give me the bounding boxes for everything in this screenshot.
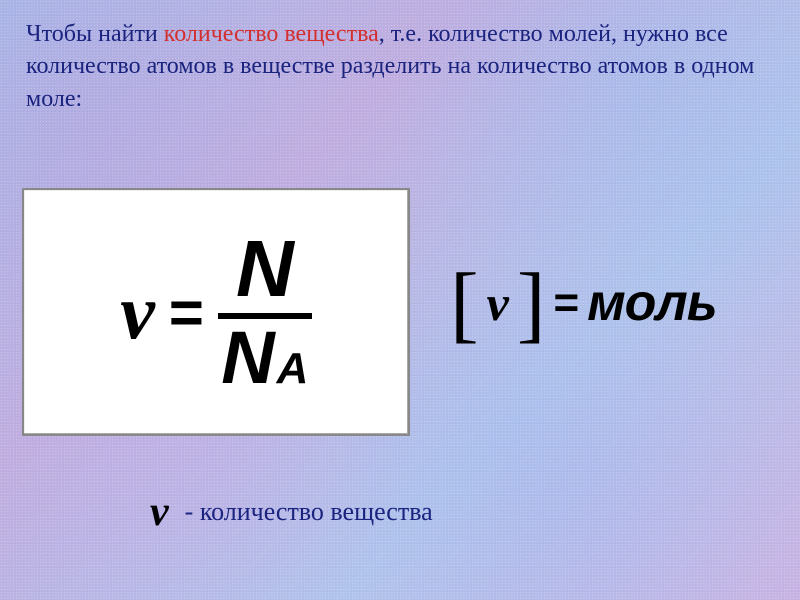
- left-bracket: [: [450, 260, 479, 346]
- caption-text: - количество вещества: [185, 497, 433, 527]
- formula-box: ν = N NA: [22, 188, 410, 436]
- intro-paragraph: Чтобы найти количество вещества, т.е. ко…: [26, 18, 780, 115]
- nu-in-bracket: ν: [487, 274, 509, 332]
- nu-symbol: ν: [120, 267, 155, 357]
- unit-value: моль: [587, 273, 716, 333]
- intro-text-1: Чтобы найти: [26, 21, 164, 47]
- caption-symbol: ν: [150, 488, 169, 536]
- numerator: N: [218, 229, 312, 313]
- equals-sign: =: [169, 278, 204, 347]
- denominator: NA: [221, 319, 308, 395]
- slide-content: Чтобы найти количество вещества, т.е. ко…: [0, 0, 800, 600]
- denom-base: N: [221, 321, 274, 395]
- main-equation: ν = N NA: [120, 229, 311, 395]
- denom-subscript: A: [277, 347, 309, 395]
- unit-equation: [ ν ] = моль: [450, 260, 717, 346]
- fraction: N NA: [218, 229, 312, 395]
- right-bracket: ]: [517, 260, 546, 346]
- caption-row: ν - количество вещества: [150, 488, 433, 536]
- intro-highlight: количество вещества: [164, 21, 379, 47]
- unit-equals: =: [553, 278, 579, 328]
